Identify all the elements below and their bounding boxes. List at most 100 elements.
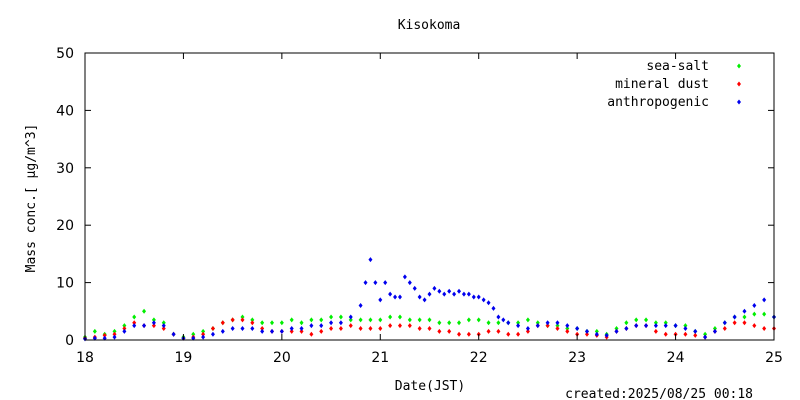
data-point: [663, 331, 668, 337]
data-point: [230, 317, 235, 323]
data-point: [427, 291, 432, 297]
data-point: [240, 314, 245, 320]
data-point: [634, 317, 639, 323]
data-point: [368, 326, 373, 332]
data-point: [230, 326, 235, 332]
data-point: [378, 326, 383, 332]
legend-marker: [737, 81, 741, 87]
data-point: [644, 323, 649, 329]
data-point: [496, 314, 501, 320]
data-point: [132, 323, 137, 329]
data-point: [565, 328, 570, 334]
y-tick-label: 0: [65, 333, 74, 349]
data-point: [752, 311, 757, 317]
data-point: [466, 291, 471, 297]
data-point: [151, 320, 156, 326]
y-tick-label: 30: [56, 161, 74, 177]
x-tick-label: 25: [765, 350, 783, 366]
data-point: [565, 323, 570, 329]
data-point: [732, 320, 737, 326]
y-tick-label: 50: [56, 46, 74, 62]
data-point: [329, 326, 334, 332]
legend-label: anthropogenic: [607, 95, 709, 110]
data-point: [309, 331, 314, 337]
data-point: [447, 328, 452, 334]
data-point: [112, 334, 117, 340]
data-point: [402, 274, 407, 280]
data-point: [584, 331, 589, 337]
data-point: [516, 323, 521, 329]
data-point: [732, 314, 737, 320]
data-point: [260, 320, 265, 326]
data-point: [201, 334, 206, 340]
data-point: [112, 328, 117, 334]
legend-marker: [737, 63, 741, 69]
data-point: [240, 326, 245, 332]
data-point: [397, 294, 402, 300]
data-point: [338, 326, 343, 332]
data-point: [151, 317, 156, 323]
data-point: [653, 323, 658, 329]
data-point: [516, 320, 521, 326]
data-point: [762, 311, 767, 317]
x-tick-label: 21: [371, 350, 389, 366]
data-point: [506, 331, 511, 337]
data-point: [486, 328, 491, 334]
plot-border: [84, 52, 775, 341]
data-point: [358, 317, 363, 323]
data-point: [289, 317, 294, 323]
data-point: [299, 326, 304, 332]
data-point: [299, 320, 304, 326]
data-point: [201, 331, 206, 337]
data-point: [319, 317, 324, 323]
data-point: [250, 317, 255, 323]
data-point: [594, 331, 599, 337]
data-point: [151, 323, 156, 329]
data-point: [220, 328, 225, 334]
data-point: [388, 323, 393, 329]
data-point: [260, 326, 265, 332]
data-point: [171, 331, 176, 337]
data-point: [210, 326, 215, 332]
x-tick-label: 19: [175, 350, 193, 366]
data-point: [383, 280, 388, 286]
data-point: [491, 305, 496, 311]
data-point: [565, 326, 570, 332]
x-tick-label: 18: [76, 350, 94, 366]
data-point: [712, 328, 717, 334]
data-point: [412, 285, 417, 291]
legend: sea-salt mineral dust anthropogenic: [607, 59, 741, 110]
data-point: [348, 317, 353, 323]
data-point: [486, 300, 491, 306]
data-point: [447, 288, 452, 294]
data-point: [417, 317, 422, 323]
data-point: [397, 314, 402, 320]
data-point: [447, 320, 452, 326]
data-point: [132, 320, 137, 326]
data-point: [703, 334, 708, 340]
data-point: [161, 320, 166, 326]
data-point: [122, 326, 127, 332]
data-point: [712, 326, 717, 332]
data-point: [457, 331, 462, 337]
data-point: [161, 323, 166, 329]
data-point: [309, 323, 314, 329]
data-point: [614, 328, 619, 334]
data-point: [466, 317, 471, 323]
data-point: [427, 326, 432, 332]
data-point: [535, 323, 540, 329]
data-point: [407, 317, 412, 323]
data-point: [270, 320, 275, 326]
data-point: [673, 323, 678, 329]
x-tick-label: 24: [667, 350, 685, 366]
data-point: [437, 288, 442, 294]
data-point: [289, 326, 294, 332]
data-point: [653, 320, 658, 326]
data-point: [742, 320, 747, 326]
data-point: [427, 317, 432, 323]
data-point: [486, 320, 491, 326]
data-point: [752, 323, 757, 329]
data-point: [393, 294, 398, 300]
data-points: [83, 257, 776, 342]
